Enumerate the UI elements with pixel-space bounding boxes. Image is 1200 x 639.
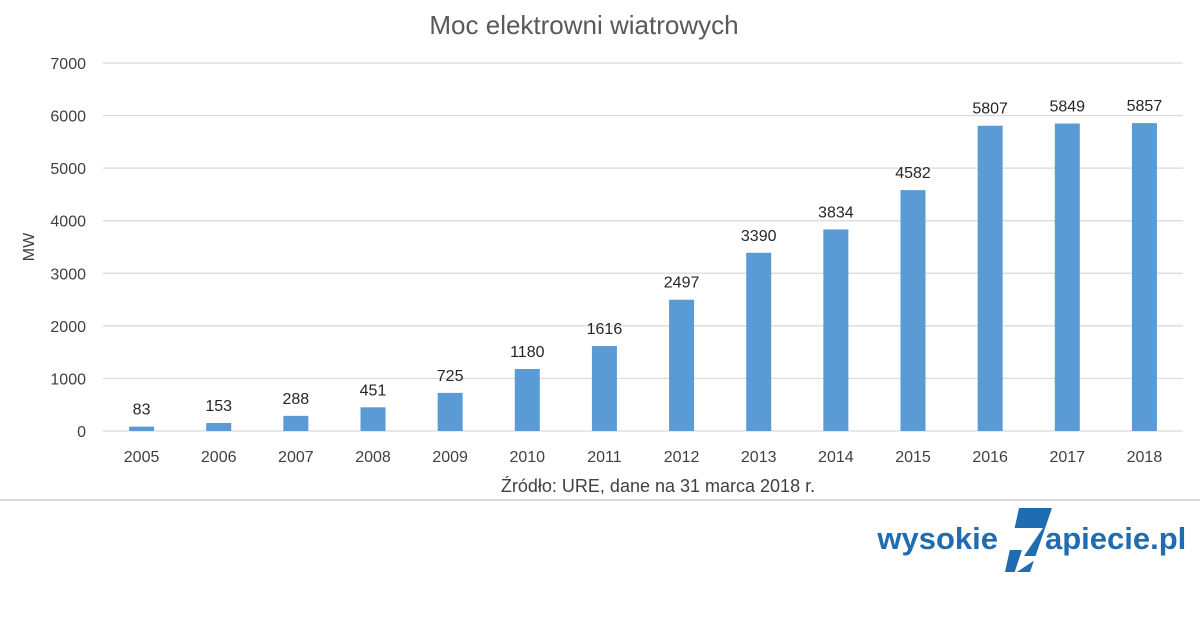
data-label: 5857 [1127,98,1163,115]
x-tick-labels: 2005 2006 2007 2008 2009 2010 2011 2012 2013 2014… [124,449,1163,466]
data-label: 3390 [741,228,777,245]
y-tick-label: 4000 [50,214,86,231]
y-tick-label: 6000 [50,109,86,126]
bar-2015 [900,190,926,431]
x-tick-label: 2014 [818,449,854,466]
y-tick-label: 0 [77,424,86,441]
data-label: 3834 [818,204,854,221]
bar-2018 [1131,123,1157,431]
x-tick-label: 2010 [509,449,545,466]
x-tick-label: 2013 [741,449,777,466]
data-label: 451 [360,382,387,399]
data-label: 2497 [664,275,700,292]
lightning-n-icon [1005,508,1052,574]
data-label: 5807 [972,101,1008,118]
data-label: 83 [133,402,151,419]
data-labels: 83 153 288 451 725 1180 1616 2497 3390 3834 4582 58… [133,98,1163,419]
bar-2008 [360,407,386,431]
x-tick-label: 2017 [1049,449,1085,466]
bar-2017 [1054,123,1080,432]
x-tick-label: 2007 [278,449,314,466]
bar-2012 [669,299,695,431]
x-tick-label: 2011 [587,449,622,466]
y-tick-label: 5000 [50,161,86,178]
bar-2010 [514,368,540,431]
bar-2007 [283,415,309,431]
logo-text-left: wysokie [876,521,998,556]
y-tick-label: 7000 [50,56,86,73]
x-tick-label: 2015 [895,449,931,466]
bar-2013 [746,252,772,431]
y-axis-label: MW [21,232,38,261]
bars [129,123,1157,432]
x-tick-label: 2009 [432,449,468,466]
x-tick-label: 2006 [201,449,237,466]
gridlines [103,62,1183,432]
x-tick-label: 2012 [664,449,700,466]
bar-2005 [129,426,155,431]
data-label: 4582 [895,165,931,182]
logo-text-right: apiecie.pl [1045,521,1186,556]
data-label: 288 [283,391,310,408]
data-label: 1616 [587,321,623,338]
x-tick-label: 2008 [355,449,391,466]
data-label: 153 [205,398,232,415]
x-tick-label: 2005 [124,449,160,466]
y-tick-label: 1000 [50,371,86,388]
bar-2016 [977,125,1003,431]
x-tick-label: 2018 [1127,449,1163,466]
y-tick-label: 2000 [50,319,86,336]
bar-2009 [437,392,463,431]
data-label: 1180 [510,344,545,361]
source-note: Źródło: URE, dane na 31 marca 2018 r. [501,476,815,496]
chart-title: Moc elektrowni wiatrowych [429,10,738,40]
bar-2011 [591,346,617,431]
x-tick-label: 2016 [972,449,1008,466]
bar-2014 [823,229,849,431]
bar-2006 [206,422,232,431]
y-tick-label: 3000 [50,266,86,283]
y-tick-labels: 0 1000 2000 3000 4000 5000 6000 7000 [50,56,86,441]
logo: wysokie apiecie.pl [876,508,1186,574]
data-label: 5849 [1049,99,1085,116]
data-label: 725 [437,368,464,385]
